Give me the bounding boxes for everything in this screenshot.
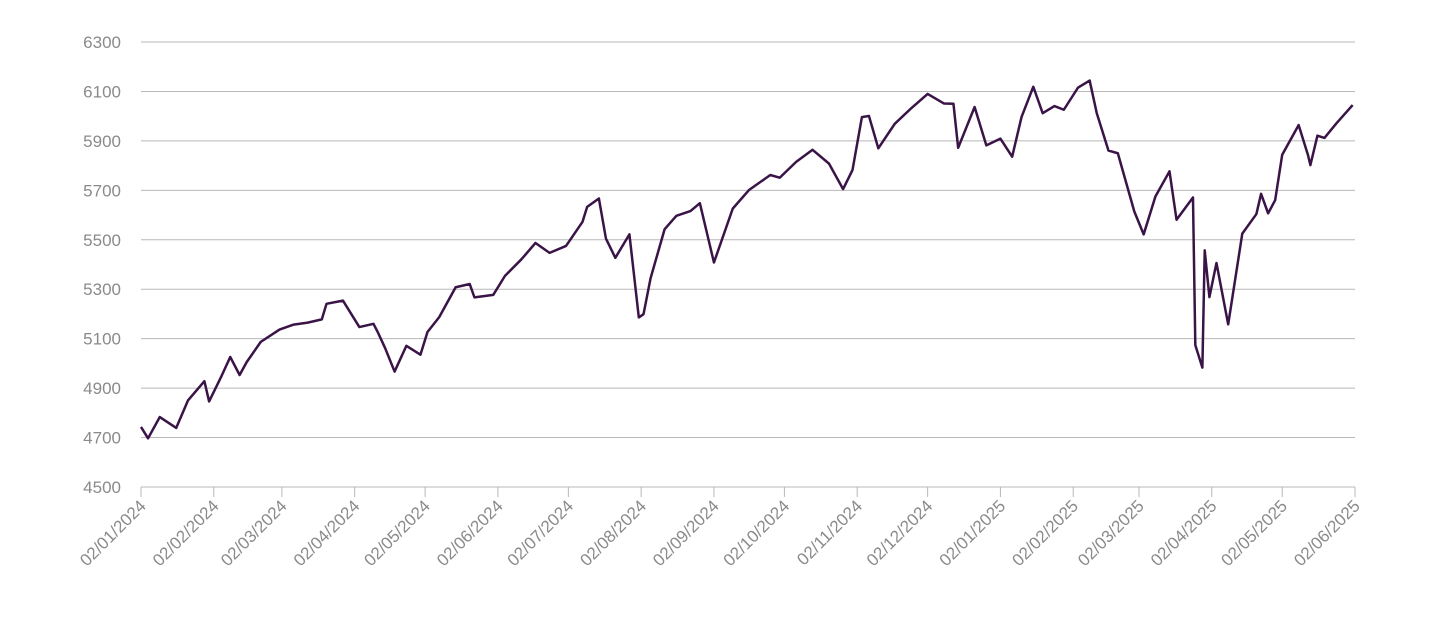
x-tick-label: 02/05/2024 (360, 496, 434, 570)
x-tick-label: 02/05/2025 (1217, 496, 1291, 570)
y-tick-label: 5500 (83, 231, 121, 250)
x-tick-label: 02/08/2024 (576, 496, 650, 570)
y-tick-label: 4500 (83, 478, 121, 497)
x-tick-label: 02/11/2024 (793, 496, 866, 569)
x-tick-label: 02/04/2024 (290, 496, 364, 570)
y-tick-label: 5100 (83, 330, 121, 349)
x-tick-label: 02/02/2025 (1008, 496, 1082, 570)
x-tick-label: 02/07/2024 (504, 496, 578, 570)
x-tick-label: 02/02/2024 (149, 496, 223, 570)
y-tick-label: 5300 (83, 280, 121, 299)
x-tick-label: 02/10/2024 (720, 496, 794, 570)
y-tick-label: 6300 (83, 33, 121, 52)
x-tick-label: 02/12/2024 (863, 496, 937, 570)
x-tick-label: 02/01/2024 (76, 496, 150, 570)
y-tick-label: 4700 (83, 429, 121, 448)
x-tick-label: 02/06/2025 (1290, 496, 1364, 570)
x-tick-label: 02/03/2025 (1074, 496, 1148, 570)
x-tick-label: 02/03/2024 (217, 496, 291, 570)
y-tick-label: 5900 (83, 132, 121, 151)
y-tick-label: 4900 (83, 379, 121, 398)
x-tick-label: 02/09/2024 (649, 496, 723, 570)
y-tick-label: 5700 (83, 181, 121, 200)
line (139, 79, 1354, 440)
x-tick-label: 02/01/2025 (936, 496, 1010, 570)
x-tick-label: 02/04/2025 (1147, 496, 1221, 570)
x-tick-label: 02/06/2024 (433, 496, 507, 570)
y-tick-label: 6100 (83, 82, 121, 101)
